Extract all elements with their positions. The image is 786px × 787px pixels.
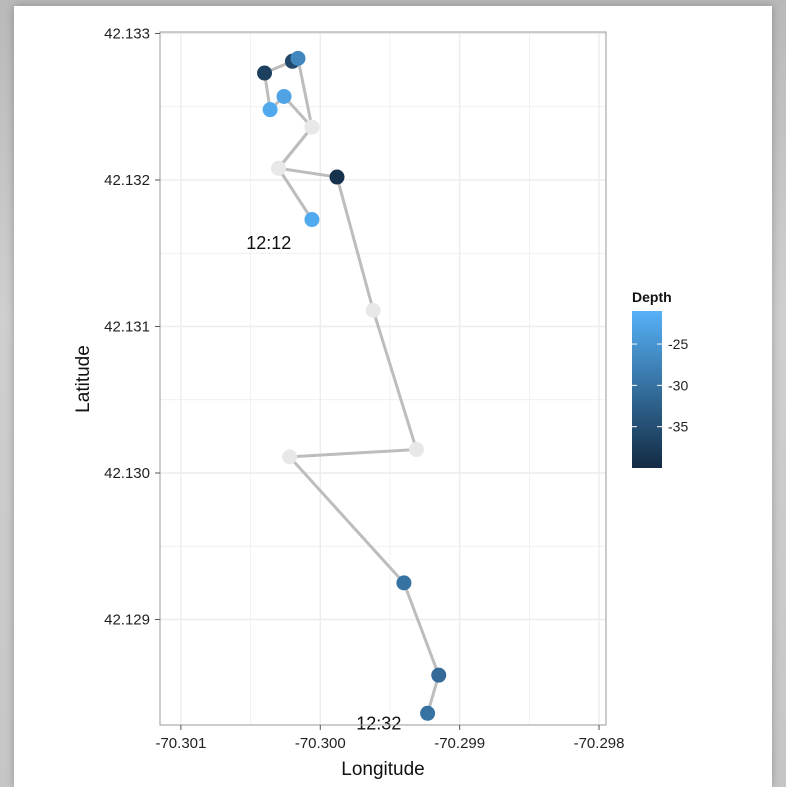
track-point xyxy=(290,50,306,66)
track-segment xyxy=(276,125,314,170)
track-point xyxy=(396,575,412,591)
track-segment xyxy=(402,581,441,677)
track-segment xyxy=(371,308,418,452)
track-segment xyxy=(288,448,418,459)
track-points xyxy=(257,50,447,721)
y-tick-label: 42.130 xyxy=(104,465,150,482)
x-tick-label: -70.300 xyxy=(295,735,346,752)
x-tick-label: -70.301 xyxy=(155,735,206,752)
time-annotation: 12:32 xyxy=(356,714,401,734)
time-annotations: 12:12 12:32 xyxy=(246,233,401,734)
track-point xyxy=(329,169,345,185)
track-point xyxy=(276,88,292,104)
plot-panel xyxy=(160,32,606,725)
time-annotation: 12:12 xyxy=(246,233,291,253)
grid-lines xyxy=(160,32,606,725)
x-tick-label: -70.298 xyxy=(574,735,625,752)
legend-tick-label: -30 xyxy=(668,377,688,393)
y-tick-label: 42.132 xyxy=(104,172,150,189)
x-axis-title: Longitude xyxy=(341,759,424,780)
legend-ticks: -25 -30 -35 xyxy=(632,336,688,435)
track-point xyxy=(431,667,447,683)
y-tick-label: 42.131 xyxy=(104,318,150,335)
track-segment xyxy=(335,175,375,312)
legend-tick-label: -35 xyxy=(668,419,688,435)
track-point xyxy=(304,212,320,228)
track-segment xyxy=(288,455,406,585)
track-point xyxy=(270,160,286,176)
track-point xyxy=(408,442,424,458)
track-segment xyxy=(276,166,314,222)
track-point xyxy=(282,449,298,465)
track-point xyxy=(420,705,436,721)
legend: Depth -25 -30 -35 xyxy=(632,289,688,468)
y-axis-title: Latitude xyxy=(73,345,94,413)
legend-tick-label: -25 xyxy=(668,336,688,352)
track-segment xyxy=(276,166,339,179)
legend-title: Depth xyxy=(632,289,672,305)
x-tick-label: -70.299 xyxy=(434,735,485,752)
track-point xyxy=(257,65,273,81)
axes: -70.301 -70.300 -70.299 -70.298 42.129 42.130… xyxy=(104,25,624,752)
track-point xyxy=(304,119,320,135)
y-tick-label: 42.133 xyxy=(104,25,150,42)
y-tick-label: 42.129 xyxy=(104,612,150,629)
track-point xyxy=(262,102,278,118)
legend-colorbar xyxy=(632,311,662,468)
track-segment xyxy=(296,56,314,129)
track-point xyxy=(365,302,381,318)
plot-border xyxy=(159,31,607,726)
